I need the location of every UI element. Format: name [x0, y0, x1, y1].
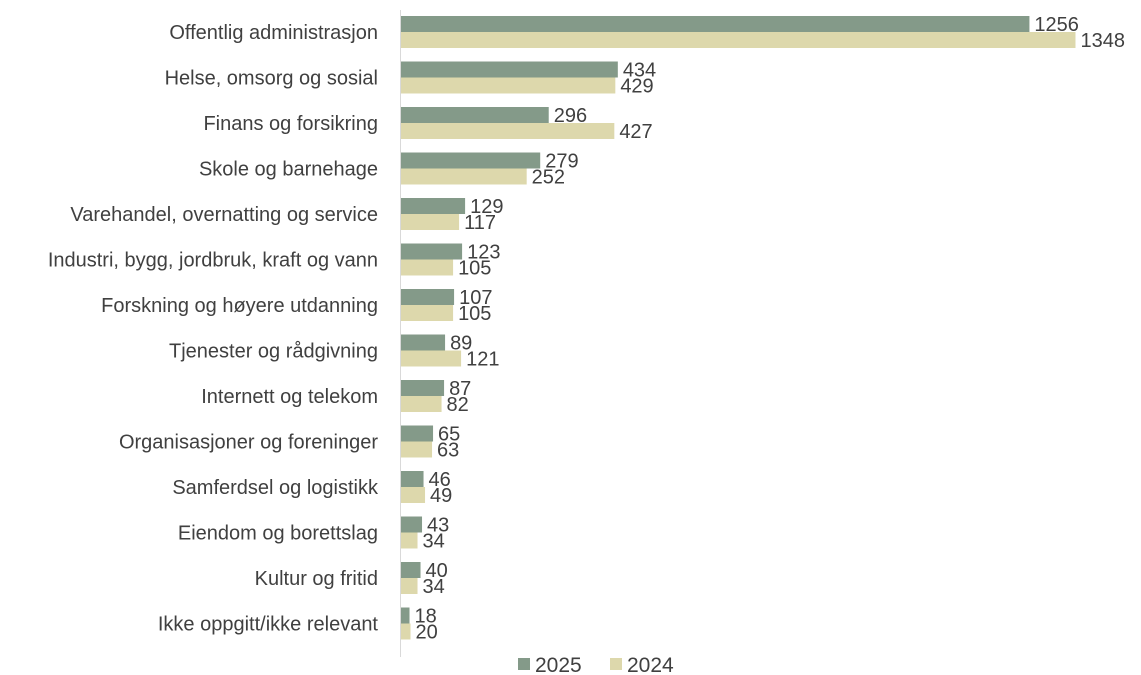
data-label-2025: 1256 — [1034, 14, 1079, 36]
data-label-2025: 46 — [429, 469, 451, 491]
category-label: Kultur og fritid — [255, 568, 378, 590]
data-label-2024: 427 — [619, 121, 652, 143]
data-label-2024: 1348 — [1081, 30, 1126, 52]
bar-2025 — [400, 471, 424, 487]
bar-2024 — [400, 623, 411, 640]
category-label: Finans og forsikring — [203, 113, 378, 135]
data-label-2025: 40 — [426, 560, 448, 582]
data-label-2025: 87 — [449, 378, 471, 400]
bar-2024 — [400, 441, 433, 458]
category-label: Tjenester og rådgivning — [169, 341, 378, 363]
bar-2025 — [400, 107, 549, 123]
bar-2025 — [400, 61, 618, 78]
category-label: Samferdsel og logistikk — [172, 477, 379, 499]
data-label-2024: 117 — [464, 212, 496, 234]
bar-2024 — [400, 168, 527, 185]
category-labels: Offentlig administrasjon Helse, omsorg og… — [48, 22, 379, 636]
bar-2024 — [400, 214, 460, 230]
bars-group — [400, 16, 1076, 640]
data-label-2024: 49 — [430, 485, 452, 507]
data-label-2025: 65 — [438, 424, 460, 446]
data-label-2024: 105 — [458, 303, 491, 325]
data-label-2025: 129 — [470, 196, 503, 218]
data-label-2024: 34 — [423, 531, 445, 553]
data-label-2024: 82 — [447, 394, 469, 416]
legend-swatch-2024 — [610, 658, 622, 670]
bar-2024 — [400, 77, 616, 94]
data-label-2025: 89 — [450, 333, 472, 355]
bar-2024 — [400, 532, 418, 549]
category-label: Forskning og høyere utdanning — [101, 295, 378, 317]
bar-2025 — [400, 425, 434, 442]
bar-2024 — [400, 259, 454, 276]
legend: 2025 2024 — [518, 654, 674, 675]
bar-2025 — [400, 516, 423, 533]
data-label-2025: 296 — [554, 105, 587, 127]
bar-2025 — [400, 198, 466, 214]
category-label: Offentlig administrasjon — [169, 22, 378, 44]
data-label-2025: 434 — [623, 60, 656, 82]
data-label-2024: 63 — [437, 440, 459, 462]
bar-2024 — [400, 350, 462, 367]
bar-2025 — [400, 562, 421, 578]
data-label-2024: 429 — [620, 76, 653, 98]
bar-2025 — [400, 334, 446, 351]
legend-swatch-2025 — [518, 658, 530, 670]
data-label-2025: 18 — [415, 606, 437, 628]
data-label-2025: 123 — [467, 242, 500, 264]
data-label-2024: 105 — [458, 258, 491, 280]
category-label: Industri, bygg, jordbruk, kraft og vann — [48, 250, 378, 272]
bar-2024 — [400, 32, 1076, 48]
bar-2025 — [400, 289, 455, 305]
data-label-2024: 34 — [423, 576, 445, 598]
legend-label-2025: 2025 — [535, 654, 582, 675]
category-label: Ikke oppgitt/ikke relevant — [158, 614, 379, 636]
bar-2024 — [400, 305, 454, 321]
category-label: Helse, omsorg og sosial — [165, 68, 378, 90]
bar-2024 — [400, 396, 442, 412]
category-label: Varehandel, overnatting og service — [70, 204, 378, 226]
data-label-2024: 20 — [416, 622, 438, 644]
bar-2025 — [400, 380, 445, 396]
bar-2024 — [400, 578, 418, 594]
bar-2024 — [400, 487, 426, 503]
value-labels: 1256134843442929642727925212911712310510… — [415, 14, 1125, 644]
data-label-2024: 121 — [466, 349, 499, 371]
bar-2025 — [400, 16, 1030, 32]
bar-2024 — [400, 123, 615, 139]
category-label: Eiendom og borettslag — [178, 523, 378, 545]
bar-2025 — [400, 607, 410, 624]
category-label: Internett og telekom — [201, 386, 378, 408]
category-label: Organisasjoner og foreninger — [119, 432, 378, 454]
category-label: Skole og barnehage — [199, 159, 378, 181]
legend-label-2024: 2024 — [627, 654, 674, 675]
bar-2025 — [400, 152, 541, 169]
data-label-2025: 107 — [459, 287, 492, 309]
data-label-2025: 279 — [545, 151, 578, 173]
bar-2025 — [400, 243, 463, 260]
data-label-2025: 43 — [427, 515, 449, 537]
data-label-2024: 252 — [532, 167, 565, 189]
